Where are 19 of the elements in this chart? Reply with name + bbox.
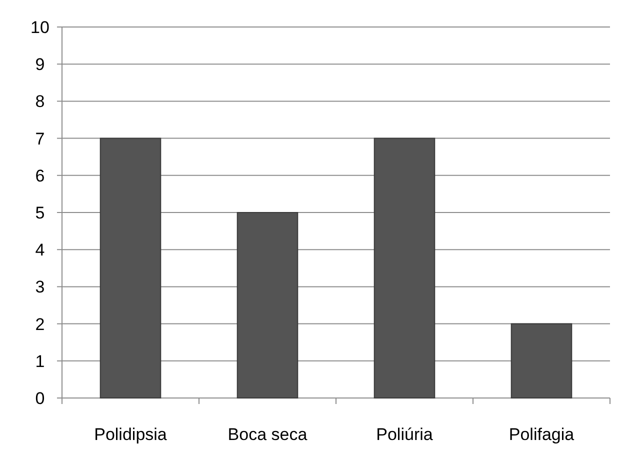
y-tick-label: 5 bbox=[35, 203, 45, 222]
y-tick-label: 9 bbox=[35, 55, 45, 74]
y-tick-label: 8 bbox=[35, 92, 45, 112]
y-tick-label: 2 bbox=[35, 314, 45, 334]
x-tick-label: Polifagia bbox=[508, 425, 575, 444]
y-tick-label: 6 bbox=[35, 166, 45, 186]
bar bbox=[100, 138, 162, 398]
y-tick-label: 3 bbox=[35, 278, 45, 297]
x-tick-label: Poliúria bbox=[376, 425, 434, 444]
x-tick-label: Boca seca bbox=[228, 425, 308, 444]
y-tick-label: 10 bbox=[30, 18, 50, 37]
y-tick-label: 0 bbox=[35, 388, 45, 408]
y-tick-label: 1 bbox=[35, 352, 45, 371]
y-tick-label: 7 bbox=[35, 129, 45, 148]
x-tick-label: Polidipsia bbox=[94, 425, 168, 444]
bar bbox=[236, 212, 298, 398]
bar bbox=[510, 323, 572, 398]
bar bbox=[374, 138, 436, 398]
y-tick-label: 4 bbox=[35, 240, 45, 260]
